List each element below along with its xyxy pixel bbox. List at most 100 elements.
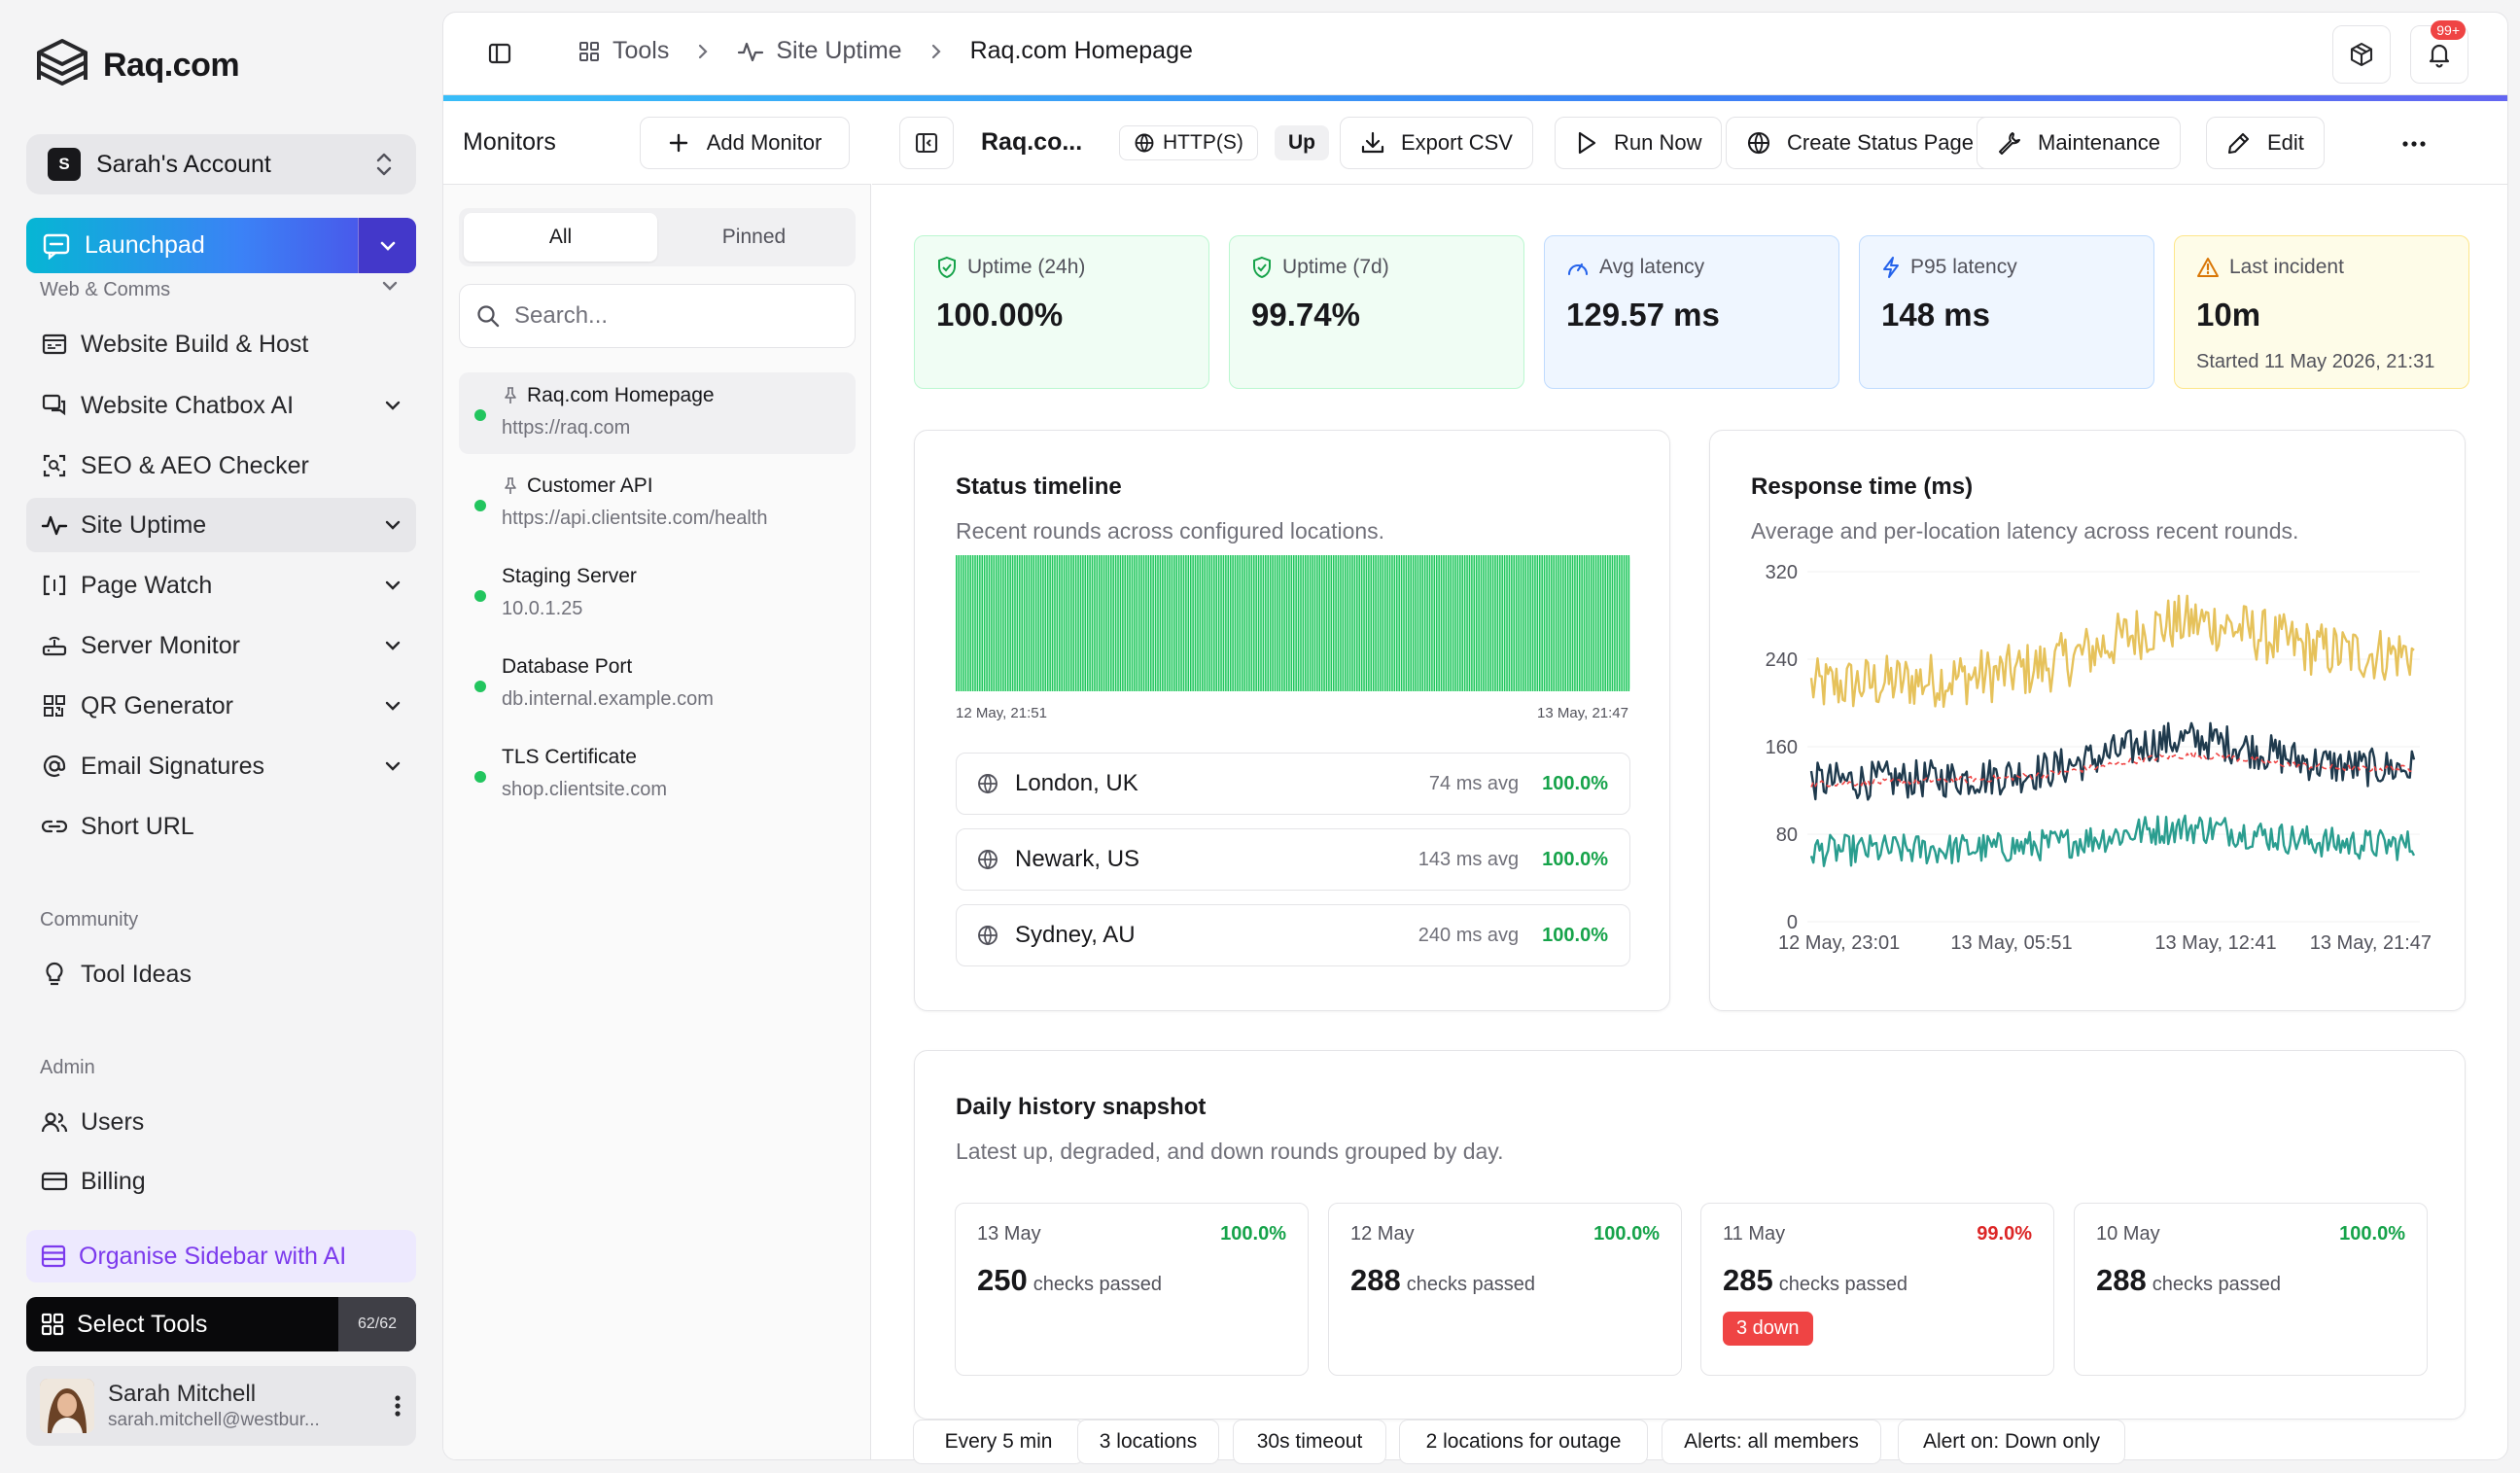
timeline-bar[interactable] <box>1234 555 1237 691</box>
timeline-bar[interactable] <box>1602 555 1604 691</box>
timeline-bar[interactable] <box>1265 555 1267 691</box>
sidebar-item-email-signatures[interactable]: Email Signatures <box>26 739 416 793</box>
timeline-bar[interactable] <box>1489 555 1491 691</box>
timeline-bar[interactable] <box>1237 555 1239 691</box>
timeline-bar[interactable] <box>1277 555 1278 691</box>
timeline-bar[interactable] <box>1571 555 1574 691</box>
timeline-bar[interactable] <box>1426 555 1428 691</box>
timeline-bar[interactable] <box>1154 555 1157 691</box>
timeline-bar[interactable] <box>1007 555 1009 691</box>
timeline-bar[interactable] <box>1448 555 1450 691</box>
timeline-bar[interactable] <box>1208 555 1210 691</box>
logo[interactable]: Raq.com <box>35 37 240 93</box>
timeline-bar[interactable] <box>1009 555 1011 691</box>
timeline-bar[interactable] <box>1091 555 1094 691</box>
timeline-bar[interactable] <box>1555 555 1558 691</box>
timeline-bar[interactable] <box>1309 555 1312 691</box>
timeline-bar[interactable] <box>1576 555 1579 691</box>
timeline-bar[interactable] <box>1520 555 1522 691</box>
timeline-bar[interactable] <box>1583 555 1586 691</box>
chevron-down-icon[interactable] <box>383 399 402 412</box>
timeline-bar[interactable] <box>1316 555 1318 691</box>
sidebar-item-page-watch[interactable]: Page Watch <box>26 558 416 613</box>
timeline-bar[interactable] <box>1386 555 1388 691</box>
timeline-bar[interactable] <box>1588 555 1591 691</box>
timeline-bar[interactable] <box>1297 555 1300 691</box>
sidebar-item-short-url[interactable]: Short URL <box>26 799 416 854</box>
chevron-down-icon[interactable] <box>383 518 402 532</box>
tab-pinned[interactable]: Pinned <box>721 226 787 248</box>
sidebar-item-website-build[interactable]: Website Build & Host <box>26 317 416 371</box>
timeline-bar[interactable] <box>1616 555 1619 691</box>
timeline-bar[interactable] <box>1042 555 1044 691</box>
timeline-bar[interactable] <box>1031 555 1032 691</box>
sidebar-item-server-monitor[interactable]: Server Monitor <box>26 618 416 673</box>
timeline-bar[interactable] <box>1365 555 1368 691</box>
timeline-bar[interactable] <box>1187 555 1190 691</box>
package-button[interactable] <box>2332 25 2391 84</box>
timeline-bar[interactable] <box>1508 555 1511 691</box>
day-card[interactable]: 12 May 100.0% 288 checks passed <box>1328 1203 1682 1376</box>
timeline-bar[interactable] <box>1210 555 1213 691</box>
timeline-bar[interactable] <box>1227 555 1230 691</box>
timeline-bar[interactable] <box>1177 555 1180 691</box>
timeline-bar[interactable] <box>1475 555 1478 691</box>
timeline-bar[interactable] <box>1546 555 1548 691</box>
timeline-bar[interactable] <box>1548 555 1551 691</box>
timeline-bar[interactable] <box>1063 555 1066 691</box>
timeline-bar[interactable] <box>1019 555 1021 691</box>
timeline-bar[interactable] <box>1614 555 1616 691</box>
timeline-bar[interactable] <box>1096 555 1099 691</box>
sidebar-item-seo-checker[interactable]: SEO & AEO Checker <box>26 438 416 493</box>
launchpad-main[interactable]: Launchpad <box>26 218 358 273</box>
timeline-bar[interactable] <box>1360 555 1363 691</box>
edit-button[interactable]: Edit <box>2206 117 2325 169</box>
timeline-bar[interactable] <box>1539 555 1541 691</box>
timeline-bar[interactable] <box>1204 555 1206 691</box>
export-csv-button[interactable]: Export CSV <box>1340 117 1533 169</box>
timeline-bar[interactable] <box>1131 555 1134 691</box>
timeline-bar[interactable] <box>960 555 962 691</box>
timeline-bar[interactable] <box>1307 555 1309 691</box>
timeline-bar[interactable] <box>1278 555 1281 691</box>
timeline-bar[interactable] <box>1524 555 1527 691</box>
search-input[interactable]: Search... <box>459 284 856 348</box>
timeline-bar[interactable] <box>1415 555 1417 691</box>
location-row-sydney[interactable]: Sydney, AU 240 ms avg 100.0% <box>956 904 1630 966</box>
timeline-bar[interactable] <box>1529 555 1531 691</box>
timeline-bar[interactable] <box>1356 555 1358 691</box>
timeline-bar[interactable] <box>1295 555 1297 691</box>
timeline-bar[interactable] <box>1272 555 1274 691</box>
timeline-bar[interactable] <box>1566 555 1569 691</box>
timeline-bar[interactable] <box>1054 555 1056 691</box>
sidebar-item-site-uptime[interactable]: Site Uptime <box>26 498 416 552</box>
timeline-bar[interactable] <box>1114 555 1117 691</box>
timeline-bar[interactable] <box>1496 555 1499 691</box>
sidebar-item-billing[interactable]: Billing <box>26 1154 416 1209</box>
timeline-bar[interactable] <box>1408 555 1410 691</box>
timeline-bar[interactable] <box>1194 555 1197 691</box>
timeline-bar[interactable] <box>1435 555 1438 691</box>
timeline-bar[interactable] <box>1400 555 1403 691</box>
timeline-bar[interactable] <box>1126 555 1129 691</box>
timeline-bar[interactable] <box>983 555 986 691</box>
timeline-bar[interactable] <box>1569 555 1571 691</box>
timeline-bar[interactable] <box>969 555 971 691</box>
timeline-bar[interactable] <box>1248 555 1250 691</box>
timeline-bar[interactable] <box>1039 555 1042 691</box>
timeline-bar[interactable] <box>1466 555 1468 691</box>
timeline-bar[interactable] <box>1478 555 1480 691</box>
timeline-bar[interactable] <box>1491 555 1494 691</box>
create-status-page-button[interactable]: Create Status Page <box>1726 117 1995 169</box>
timeline-bar[interactable] <box>1044 555 1047 691</box>
timeline-bar[interactable] <box>1405 555 1408 691</box>
timeline-bar[interactable] <box>1494 555 1496 691</box>
run-now-button[interactable]: Run Now <box>1555 117 1723 169</box>
more-options-button[interactable] <box>2395 126 2433 161</box>
timeline-bar[interactable] <box>1101 555 1102 691</box>
timeline-bar[interactable] <box>1345 555 1347 691</box>
day-card[interactable]: 11 May 99.0% 285 checks passed 3 down <box>1700 1203 2054 1376</box>
timeline-bar[interactable] <box>1051 555 1054 691</box>
timeline-bar[interactable] <box>999 555 1002 691</box>
timeline-bar[interactable] <box>1597 555 1599 691</box>
